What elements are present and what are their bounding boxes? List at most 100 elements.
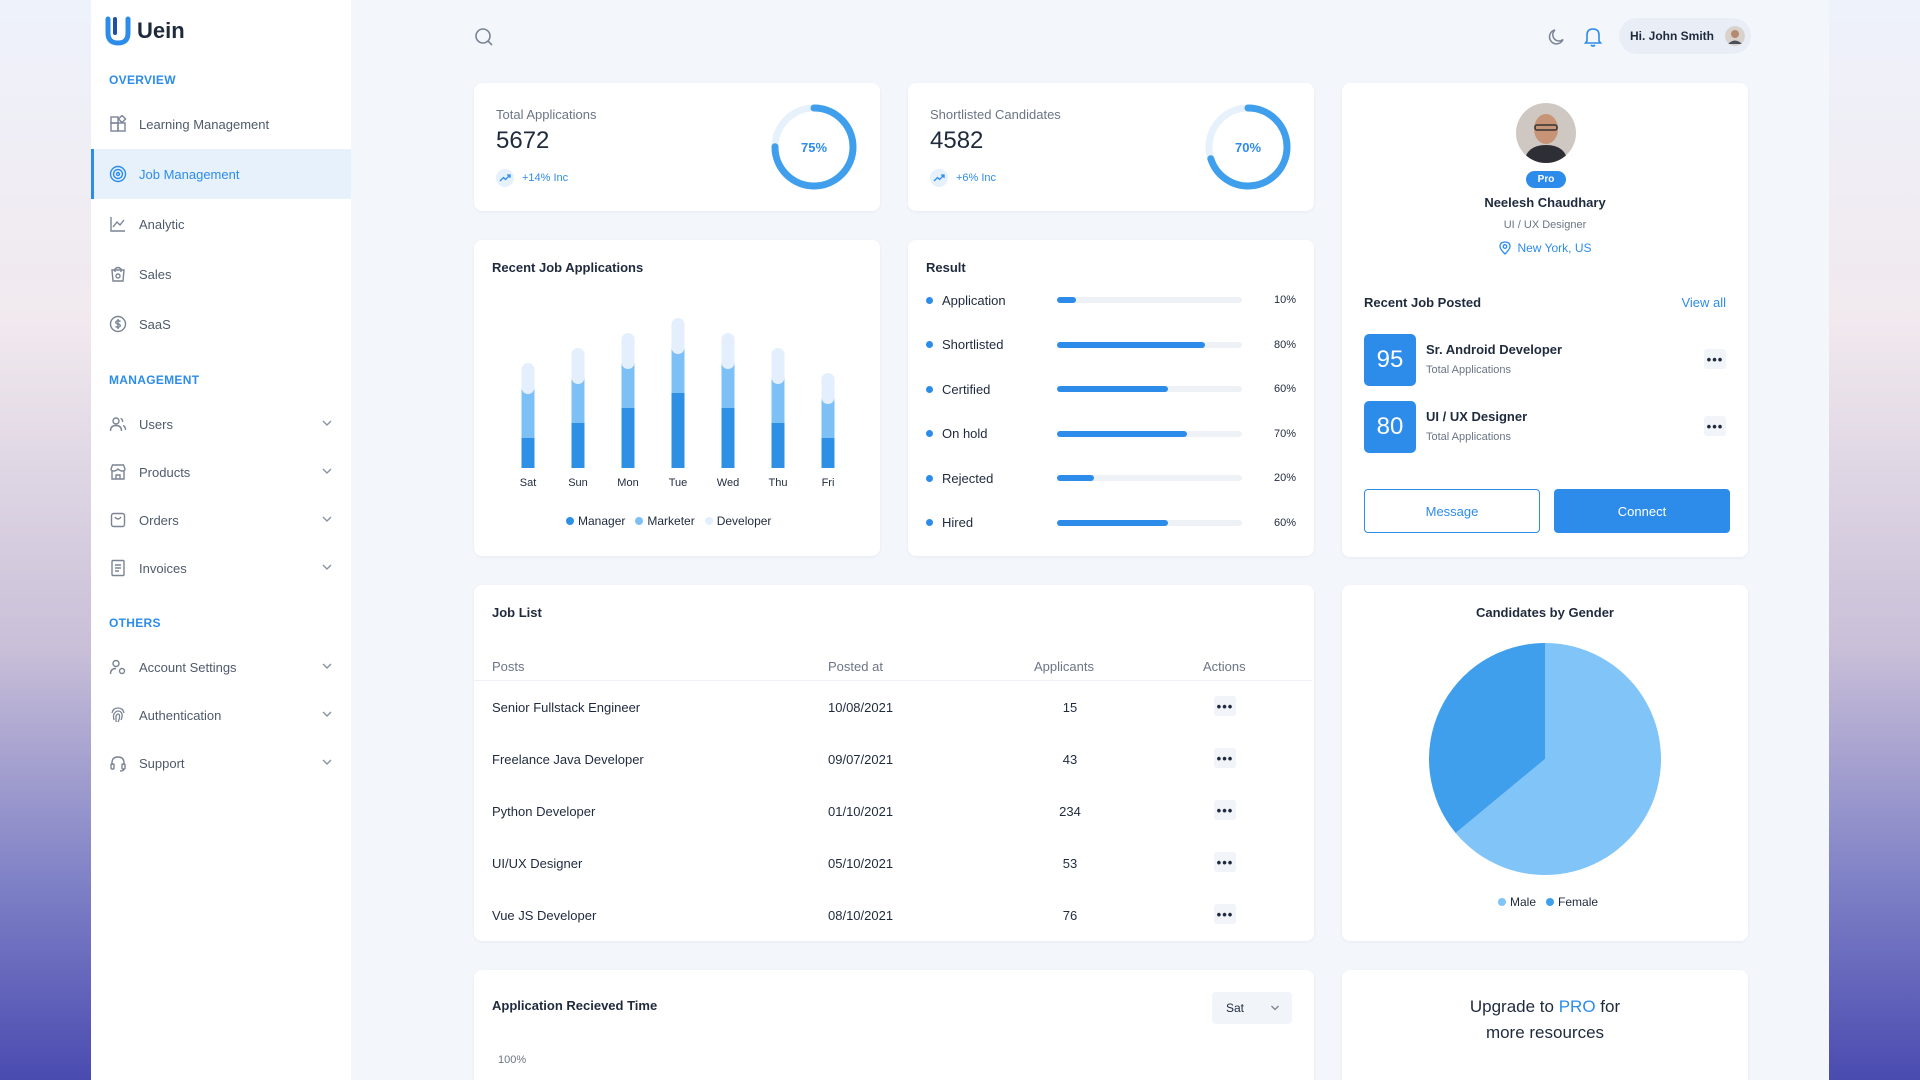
bar-developer-tue <box>671 318 685 354</box>
sidebar-item-sales[interactable]: Sales <box>91 249 351 299</box>
user-settings-icon <box>109 659 126 675</box>
table-row[interactable]: Vue JS Developer 08/10/2021 76 ••• <box>474 890 1312 942</box>
column-header: Actions <box>1203 659 1246 674</box>
job-title[interactable]: UI / UX Designer <box>1426 409 1528 424</box>
bullet-dot <box>926 519 933 526</box>
section-overview: OVERVIEW <box>109 73 176 87</box>
row-actions-button[interactable]: ••• <box>1214 852 1236 872</box>
trend-up-icon <box>930 169 948 187</box>
day-select-value: Sat <box>1226 1001 1245 1015</box>
post-cell: Vue JS Developer <box>492 908 597 923</box>
chart-legend: Male Female <box>1498 895 1598 909</box>
job-list-title: Job List <box>492 605 542 620</box>
x-tick-label: Wed <box>717 477 739 489</box>
stat-change: +6% Inc <box>930 169 996 187</box>
post-cell: Senior Fullstack Engineer <box>492 700 641 715</box>
shopping-bag-icon <box>111 266 125 282</box>
progress-ring <box>1205 104 1291 190</box>
chevron-down-icon <box>322 420 332 426</box>
sidebar-item-support[interactable]: Support <box>91 738 351 788</box>
row-actions-button[interactable]: ••• <box>1214 748 1236 768</box>
upgrade-pro-link[interactable]: PRO <box>1558 997 1596 1016</box>
sidebar-item-learning-management[interactable]: Learning Management <box>91 99 351 149</box>
row-actions-button[interactable]: ••• <box>1214 904 1236 924</box>
progress-track <box>1057 475 1242 481</box>
bar-manager-fri <box>821 438 835 468</box>
sidebar-item-label: Authentication <box>139 707 222 723</box>
table-row[interactable]: UI/UX Designer 05/10/2021 53 ••• <box>474 838 1312 890</box>
greeting-text: Hi. John Smith <box>1630 29 1714 43</box>
bar-marketer-fri <box>821 398 835 438</box>
bar-manager-thu <box>771 423 785 468</box>
result-label: Rejected <box>942 470 994 486</box>
more-options-button[interactable]: ••• <box>1704 416 1726 436</box>
chevron-down-icon <box>1271 1005 1279 1011</box>
users-icon <box>109 417 127 432</box>
legend-item-male: Male <box>1498 895 1536 909</box>
sidebar-item-users[interactable]: Users <box>91 399 351 449</box>
result-card: Result Application 10% Shortlisted 80% Certi… <box>908 240 1314 556</box>
pie-slice-female <box>1429 643 1545 833</box>
stat-value: 4582 <box>930 127 984 154</box>
sidebar-item-invoices[interactable]: Invoices <box>91 543 351 593</box>
row-actions-button[interactable]: ••• <box>1214 696 1236 716</box>
view-all-link[interactable]: View all <box>1681 295 1726 310</box>
more-options-button[interactable]: ••• <box>1704 349 1726 369</box>
progress-fill <box>1057 297 1076 303</box>
job-list-card: Job List Posts Posted at Applicants Acti… <box>474 585 1314 941</box>
y-axis-label: 100% <box>498 1054 527 1066</box>
upgrade-text: Upgrade to PRO for more resources <box>1342 994 1748 1046</box>
bar-developer-mon <box>621 333 635 369</box>
row-actions-button[interactable]: ••• <box>1214 800 1236 820</box>
chart-title: Recent Job Applications <box>492 260 644 275</box>
pie-chart <box>1429 643 1661 875</box>
legend-item-female: Female <box>1546 895 1598 909</box>
location-pin-icon <box>1499 241 1512 255</box>
sidebar-item-job-management[interactable]: Job Management <box>91 149 351 199</box>
legend-item-developer: Developer <box>704 514 771 528</box>
sidebar-item-saas[interactable]: SaaS <box>91 299 351 349</box>
result-row: Application 10% <box>926 290 1296 310</box>
app-frame: Uein OVERVIEW Learning Management Job Ma… <box>91 0 1829 1080</box>
stat-value: 5672 <box>496 127 550 154</box>
table-header: Posts Posted at Applicants Actions <box>474 651 1312 681</box>
sidebar-item-account-settings[interactable]: Account Settings <box>91 642 351 692</box>
upgrade-text-c: for <box>1595 997 1621 1016</box>
table-row[interactable]: Python Developer 01/10/2021 234 ••• <box>474 786 1312 838</box>
table-row[interactable]: Freelance Java Developer 09/07/2021 43 ••• <box>474 734 1312 786</box>
progress-track <box>1057 430 1242 437</box>
bar-developer-fri <box>821 373 835 404</box>
profile-location-text: New York, US <box>1517 241 1592 255</box>
bar-developer-thu <box>771 348 785 384</box>
post-cell: Python Developer <box>492 804 596 819</box>
result-label: Shortlisted <box>942 337 1004 352</box>
stat-change: +14% Inc <box>496 169 568 187</box>
stat-card-shortlisted: Shortlisted Candidates 4582 +6% Inc 70% <box>908 83 1314 211</box>
search-icon[interactable] <box>473 26 495 48</box>
connect-button[interactable]: Connect <box>1554 489 1730 533</box>
sidebar-item-authentication[interactable]: Authentication <box>91 690 351 740</box>
sidebar-item-analytic[interactable]: Analytic <box>91 199 351 249</box>
job-title[interactable]: Sr. Android Developer <box>1426 342 1563 357</box>
progress-ring <box>771 104 857 190</box>
invoice-icon <box>111 559 125 577</box>
progress-ring-label: 75% <box>800 139 828 155</box>
sidebar-item-label: Analytic <box>139 216 185 232</box>
table-row[interactable]: Senior Fullstack Engineer 10/08/2021 15 ••• <box>474 682 1312 734</box>
user-menu[interactable]: Hi. John Smith <box>1619 18 1751 54</box>
legend-item-manager: Manager <box>566 514 625 528</box>
bell-icon[interactable] <box>1583 26 1603 48</box>
progress-fill <box>1057 386 1168 392</box>
moon-icon[interactable] <box>1547 27 1567 47</box>
applicants-cell: 234 <box>1059 804 1081 819</box>
sidebar: Uein OVERVIEW Learning Management Job Ma… <box>91 0 351 1080</box>
sidebar-item-products[interactable]: Products <box>91 447 351 497</box>
headset-icon <box>110 756 126 772</box>
day-select[interactable]: Sat <box>1212 992 1292 1024</box>
message-button[interactable]: Message <box>1364 489 1540 533</box>
chevron-down-icon <box>322 468 332 474</box>
upgrade-text-line2: more resources <box>1485 1023 1605 1042</box>
logo[interactable]: Uein <box>105 16 185 46</box>
sidebar-item-orders[interactable]: Orders <box>91 495 351 545</box>
chevron-down-icon <box>322 516 332 522</box>
